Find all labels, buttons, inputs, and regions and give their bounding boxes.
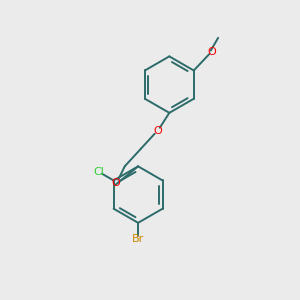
Text: Br: Br	[132, 234, 144, 244]
Text: Cl: Cl	[94, 167, 104, 177]
Text: O: O	[153, 126, 162, 136]
Text: O: O	[111, 178, 120, 188]
Text: O: O	[207, 47, 216, 57]
